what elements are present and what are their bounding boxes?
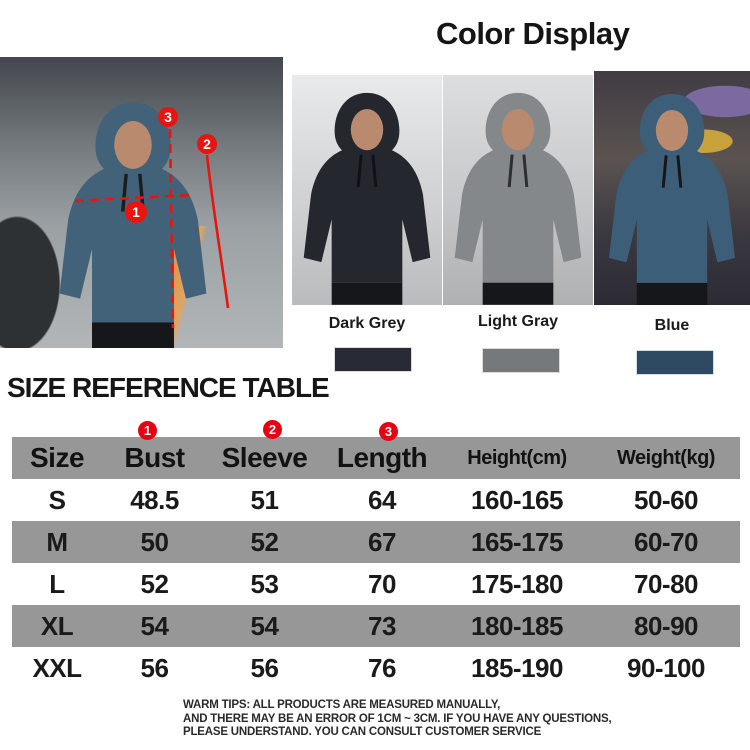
product-photo-blue [594, 71, 750, 305]
table-header-row: Size Bust Sleeve Length Height(cm) Weigh… [12, 437, 740, 479]
cell-length: 73 [368, 610, 396, 641]
cell-weight: 60-70 [634, 526, 699, 557]
warm-tips: WARM TIPS: ALL PRODUCTS ARE MEASURED MAN… [183, 699, 612, 740]
cell-bust: 50 [140, 526, 169, 557]
measure-marker-2-icon [197, 134, 217, 154]
cell-height: 175-180 [471, 568, 563, 599]
column-marker-3-icon: 3 [379, 422, 398, 441]
cell-height: 185-190 [471, 652, 563, 683]
cell-height: 180-185 [471, 610, 563, 641]
cell-size: M [46, 526, 68, 557]
product-photo-measured: 3 2 1 [0, 57, 283, 348]
header-sleeve: Sleeve [221, 442, 308, 473]
page-title: Color Display [436, 16, 630, 51]
product-photo-dark-grey [292, 75, 442, 305]
cell-size: L [49, 568, 65, 599]
cell-sleeve: 53 [250, 568, 279, 599]
header-height: Height(cm) [467, 446, 567, 469]
cell-size: S [48, 484, 66, 515]
table-row-xl: XL 54 54 73 180-185 80-90 [12, 605, 740, 647]
cell-bust: 52 [140, 568, 169, 599]
size-reference-table: Size Bust Sleeve Length Height(cm) Weigh… [12, 437, 740, 689]
cell-weight: 90-100 [627, 652, 705, 683]
cell-sleeve: 51 [250, 484, 279, 515]
column-marker-1-icon: 1 [138, 421, 157, 440]
size-table-heading: SIZE REFERENCE TABLE [7, 372, 330, 403]
color-label-light-gray: Light Gray [477, 313, 558, 330]
warm-tips-line: AND THERE MAY BE AN ERROR OF 1CM ~ 3CM. … [183, 712, 612, 725]
measurement-overlay: 3 2 1 [74, 107, 230, 329]
cell-size: XXL [32, 652, 82, 683]
cell-bust: 48.5 [130, 484, 179, 515]
header-length: Length [336, 442, 428, 473]
color-label-blue: Blue [654, 317, 690, 334]
cell-sleeve: 56 [250, 652, 279, 683]
table-row-s: S 48.5 51 64 160-165 50-60 [12, 479, 740, 521]
cell-length: 70 [368, 568, 396, 599]
cell-weight: 70-80 [634, 568, 699, 599]
cell-height: 160-165 [471, 484, 563, 515]
column-marker-2-icon: 2 [263, 420, 282, 439]
cell-length: 64 [368, 484, 396, 515]
measure-marker-1-label: 1 [132, 204, 140, 220]
cell-height: 165-175 [471, 526, 563, 557]
cell-weight: 50-60 [634, 484, 699, 515]
warm-tips-line: PLEASE UNDERSTAND. YOU CAN CONSULT CUSTO… [183, 726, 542, 738]
cell-sleeve: 54 [250, 610, 279, 641]
header-bust: Bust [124, 442, 185, 473]
table-row-l: L 52 53 70 175-180 70-80 [12, 563, 740, 605]
warm-tips-line: WARM TIPS: ALL PRODUCTS ARE MEASURED MAN… [183, 699, 501, 711]
color-label-dark-grey: Dark Grey [328, 315, 406, 332]
cell-sleeve: 52 [250, 526, 279, 557]
product-photo-light-gray [443, 75, 593, 305]
measure-marker-1-icon [125, 201, 147, 223]
header-weight: Weight(kg) [617, 446, 715, 469]
color-swatch-blue [636, 350, 714, 375]
cell-bust: 54 [140, 610, 169, 641]
cell-bust: 56 [140, 652, 169, 683]
table-row-xxl: XXL 56 56 76 185-190 90-100 [12, 647, 740, 689]
hoodie-figure [303, 93, 431, 305]
hoodie-figure [454, 93, 582, 305]
measure-marker-2-label: 2 [203, 136, 211, 152]
cell-size: XL [40, 610, 74, 641]
color-swatch-light-gray [482, 348, 560, 373]
measure-marker-3-icon [158, 107, 178, 127]
hoodie-figure [608, 93, 736, 305]
measure-marker-3-label: 3 [164, 109, 172, 125]
color-swatch-dark-grey [334, 347, 412, 372]
header-size: Size [29, 442, 85, 473]
table-row-m: M 50 52 67 165-175 60-70 [12, 521, 740, 563]
cell-weight: 80-90 [634, 610, 699, 641]
cell-length: 67 [368, 526, 396, 557]
cell-length: 76 [368, 652, 396, 683]
